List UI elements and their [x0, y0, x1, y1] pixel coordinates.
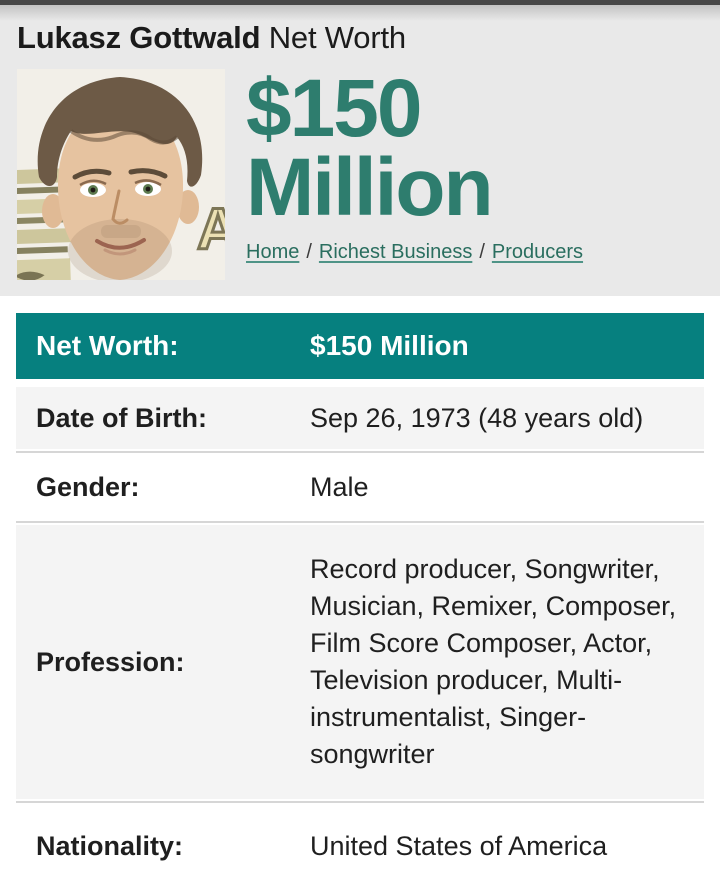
- amount-line-1: $150: [246, 63, 422, 154]
- face-illustration: [37, 77, 203, 280]
- row-divider: [16, 801, 704, 803]
- profile-photo-illustration: A: [17, 69, 225, 280]
- table-row-profession: Profession: Record producer, Songwriter,…: [16, 525, 704, 799]
- page-header: Lukasz Gottwald Net Worth: [0, 5, 720, 296]
- row-label: Profession:: [36, 646, 185, 677]
- person-name: Lukasz Gottwald: [17, 20, 261, 55]
- hero-section: A: [17, 63, 703, 280]
- facts-table: Net Worth: $150 Million Date of Birth: S…: [16, 313, 704, 892]
- amount-line-2: Million: [246, 142, 494, 233]
- row-divider: [16, 451, 704, 453]
- page-title: Lukasz Gottwald Net Worth: [17, 20, 703, 56]
- row-label: Nationality:: [36, 831, 184, 861]
- row-label: Date of Birth:: [36, 402, 207, 433]
- breadcrumb-link-richest-business[interactable]: Richest Business: [318, 241, 473, 263]
- row-spacer: [16, 379, 704, 387]
- photo-background-letter: A: [197, 197, 225, 262]
- breadcrumb-separator: /: [306, 241, 312, 263]
- net-worth-page: Lukasz Gottwald Net Worth: [0, 0, 720, 861]
- table-row-date-of-birth: Date of Birth: Sep 26, 1973 (48 years ol…: [16, 387, 704, 449]
- row-label: Gender:: [36, 471, 140, 502]
- breadcrumb-link-producers[interactable]: Producers: [491, 241, 584, 263]
- title-suffix: Net Worth: [260, 20, 406, 55]
- background-banner: [17, 168, 74, 280]
- row-value: Sep 26, 1973 (48 years old): [310, 402, 644, 433]
- row-value: Record producer, Songwriter, Musician, R…: [310, 554, 677, 769]
- table-row-gender: Gender: Male: [16, 455, 704, 519]
- net-worth-value: $150 Million: [310, 330, 469, 361]
- net-worth-label: Net Worth:: [36, 330, 179, 361]
- row-value: Male: [310, 471, 369, 502]
- breadcrumb: Home / Richest Business / Producers: [246, 241, 583, 264]
- breadcrumb-link-home[interactable]: Home: [246, 241, 300, 263]
- row-value: United States of America: [310, 831, 608, 861]
- profile-photo: A: [17, 69, 225, 280]
- table-row-nationality: Nationality: United States of America: [16, 805, 704, 892]
- net-worth-amount: $150 Million Home / Richest Business / Produ…: [246, 63, 583, 264]
- row-divider: [16, 521, 704, 523]
- breadcrumb-separator: /: [479, 241, 485, 263]
- top-edge-bar: [0, 0, 720, 5]
- net-worth-header-row: Net Worth: $150 Million: [16, 313, 704, 379]
